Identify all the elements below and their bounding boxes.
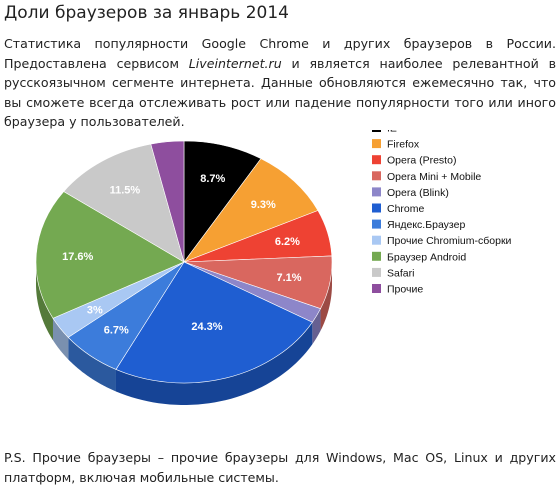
legend-swatch-1	[372, 139, 381, 149]
pie-side-7	[52, 318, 69, 360]
intro-text-part1: Статистика популярности Google Chrome и …	[4, 36, 556, 71]
pie-data-label-9: 11.5%	[110, 185, 141, 197]
legend-label-0: IE	[387, 130, 397, 135]
pie-data-label-0: 8.7%	[200, 173, 225, 185]
legend-label-7: Прочие Chromium-сборки	[387, 235, 512, 247]
legend-swatch-9	[372, 267, 381, 277]
pie-side-8	[36, 262, 53, 341]
legend-label-9: Safari	[387, 267, 414, 279]
pie-data-label-1: 9.3%	[251, 199, 276, 211]
footer-note: P.S. Прочие браузеры – прочие браузеры д…	[4, 450, 556, 485]
pie-data-label-6: 6.7%	[104, 324, 129, 336]
legend-swatch-2	[372, 155, 381, 165]
legend-swatch-5	[372, 203, 381, 213]
pie-side-6	[68, 337, 116, 392]
legend-label-2: Opera (Presto)	[387, 155, 456, 167]
pie-data-label-8: 17.6%	[62, 251, 93, 263]
legend-label-1: Firefox	[387, 139, 420, 151]
pie-slice-10[interactable]	[150, 140, 185, 263]
pie-slice-8[interactable]	[35, 191, 185, 319]
legend-swatch-7	[372, 235, 381, 245]
pie-data-label-7: 3%	[87, 305, 103, 317]
pie-slice-1[interactable]	[183, 158, 319, 263]
pie-slice-9[interactable]	[63, 143, 185, 263]
pie-data-label-2: 6.2%	[275, 236, 300, 248]
pie-labels: 8.7% 9.3% 6.2% 7.1% 24.3% 6.7%3% 17.6% 11.5%	[62, 173, 302, 336]
pie-sides	[36, 262, 332, 405]
legend-label-10: Прочие	[387, 284, 423, 296]
legend-swatch-4	[372, 187, 381, 197]
pie-side-5	[115, 322, 313, 405]
pie-side-4	[312, 308, 321, 345]
pie-side-3	[320, 262, 332, 331]
intro-text-part2: и является наиболее релевантной в русско…	[4, 55, 557, 130]
browser-share-chart: 8.7% 9.3% 6.2% 7.1% 24.3% 6.7%3% 17.6% 11.5% IE…	[0, 130, 560, 430]
liveinternet-link[interactable]: Liveinternet.ru	[188, 55, 282, 71]
legend-swatch-3	[372, 171, 381, 181]
chart-legend: IE Firefox Opera (Presto) Opera Mini + Mobi…	[372, 130, 512, 296]
pie-tops	[35, 140, 333, 384]
page-title: Доли браузеров за январь 2014	[4, 3, 289, 23]
legend-swatch-10	[372, 284, 381, 293]
legend-swatch-8	[372, 251, 381, 261]
legend-label-4: Opera (Blink)	[387, 187, 449, 199]
legend-label-3: Opera Mini + Mobile	[387, 171, 481, 183]
legend-swatch-6	[372, 219, 381, 229]
legend-label-8: Браузер Android	[387, 251, 466, 263]
legend-label-6: Яндекс.Браузер	[387, 219, 465, 231]
legend-swatch-0	[372, 130, 381, 132]
legend-label-5: Chrome	[387, 203, 425, 215]
pie-chart-svg: 8.7% 9.3% 6.2% 7.1% 24.3% 6.7%3% 17.6% 11.5% IE…	[35, 130, 512, 405]
intro-text: Статистика популярности Google Chrome и …	[4, 34, 556, 132]
pie-data-label-5: 24.3%	[191, 321, 222, 333]
pie-data-label-3: 7.1%	[276, 272, 301, 284]
